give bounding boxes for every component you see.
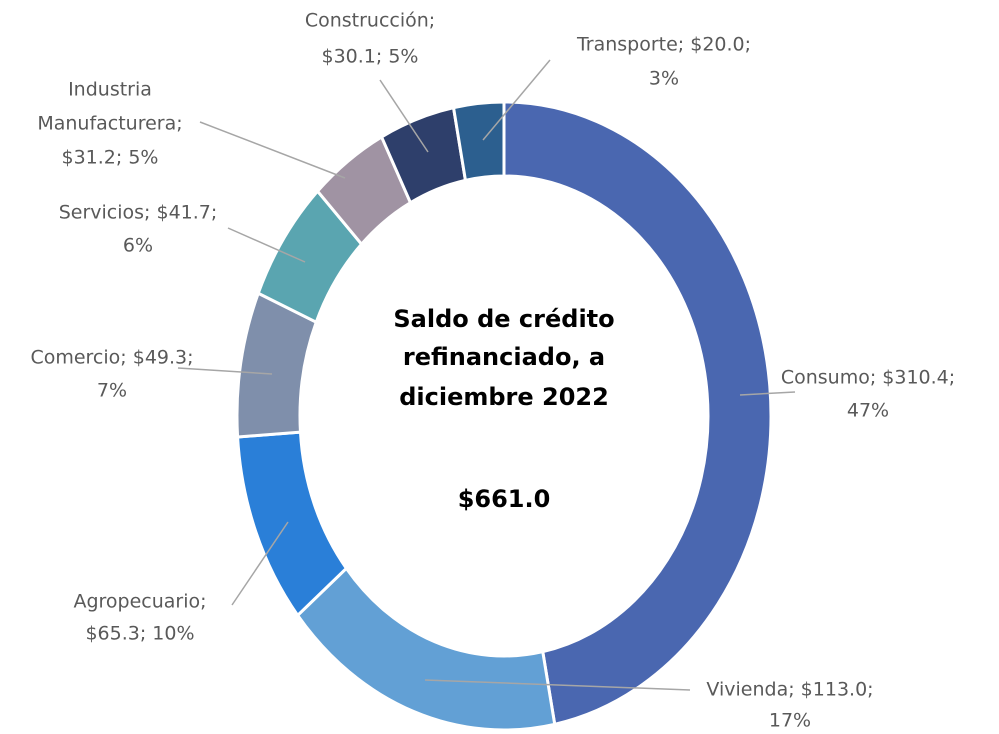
leader-line bbox=[177, 367, 273, 375]
data-label: $65.3; 10% bbox=[85, 623, 194, 645]
leader-line bbox=[482, 59, 551, 141]
data-label: Agropecuario; bbox=[73, 591, 206, 613]
center-title: Saldo de crédito bbox=[393, 305, 614, 333]
center-total: $661.0 bbox=[458, 485, 551, 513]
data-label: 17% bbox=[769, 710, 811, 732]
data-label: Vivienda; $113.0; bbox=[706, 679, 873, 701]
data-label: Transporte; $20.0; bbox=[576, 34, 751, 56]
data-label: 47% bbox=[847, 400, 889, 422]
data-label: $31.2; 5% bbox=[62, 147, 159, 169]
data-label: 6% bbox=[123, 235, 153, 257]
data-label: Construcción; bbox=[305, 10, 435, 32]
leader-line bbox=[227, 227, 306, 263]
data-label: Manufacturera; bbox=[37, 113, 182, 135]
data-label: Servicios; $41.7; bbox=[59, 202, 218, 224]
leader-line bbox=[231, 521, 289, 606]
leader-line bbox=[199, 121, 346, 179]
data-label: Comercio; $49.3; bbox=[30, 347, 193, 369]
donut-slice bbox=[451, 100, 506, 183]
data-label: Consumo; $310.4; bbox=[781, 367, 955, 389]
data-label: 3% bbox=[649, 68, 679, 90]
center-title: refinanciado, a bbox=[403, 343, 605, 371]
leader-line bbox=[379, 79, 429, 153]
donut-slice bbox=[502, 100, 773, 727]
donut-slice bbox=[295, 566, 557, 732]
data-label: 7% bbox=[97, 380, 127, 402]
leader-line bbox=[424, 679, 691, 691]
data-label: Industria bbox=[68, 79, 152, 101]
data-label: $30.1; 5% bbox=[322, 46, 419, 68]
leader-line bbox=[739, 391, 796, 396]
center-title: diciembre 2022 bbox=[399, 383, 609, 411]
